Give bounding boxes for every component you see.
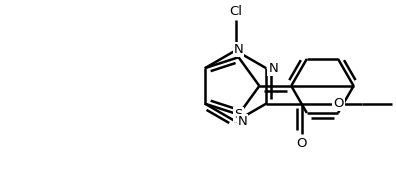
Text: O: O — [333, 97, 344, 110]
Text: N: N — [238, 115, 248, 128]
Text: S: S — [234, 108, 243, 121]
Text: O: O — [296, 137, 307, 150]
Text: Cl: Cl — [229, 5, 242, 18]
Text: N: N — [268, 62, 278, 75]
Text: N: N — [234, 43, 244, 56]
